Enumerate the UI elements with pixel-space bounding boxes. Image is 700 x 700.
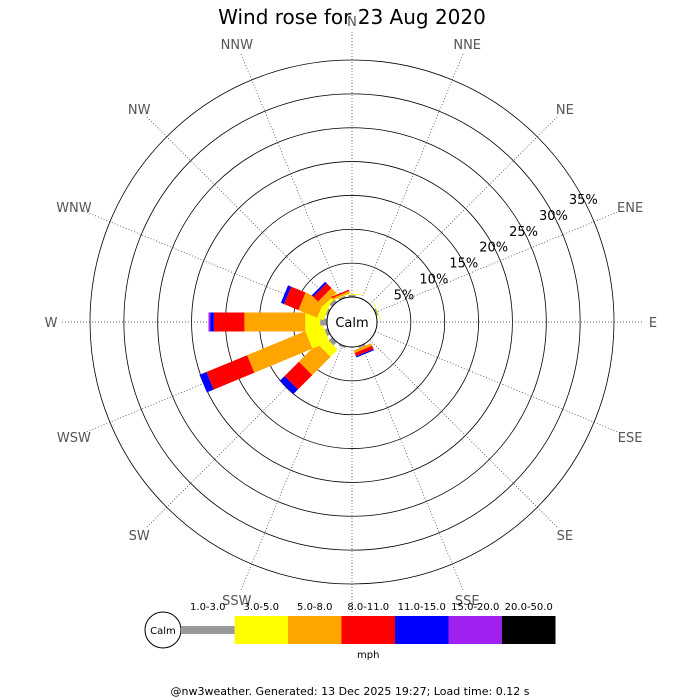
spoke-sse [361,344,465,592]
percent-label: 35% [569,193,598,208]
bar-w-15.0-20.0 [208,312,211,332]
bar-n-1.0-3.0 [348,295,356,297]
ring-30 [123,93,581,551]
direction-label-ssw: SSW [222,594,252,609]
percent-label: 25% [509,225,538,240]
footer-text: @nw3weather. Generated: 13 Dec 2025 19:2… [171,685,530,698]
bar-wsw-11.0-15.0 [199,372,214,393]
bar-nnw-3.0-5.0 [332,292,351,301]
spoke-nw [145,115,335,305]
spoke-ese [374,331,622,435]
spoke-wnw [82,209,330,313]
legend-swatch-5.0-8.0 [288,616,342,644]
bar-w-11.0-15.0 [210,312,214,332]
legend-unit: mph [357,650,379,661]
bar-wnw-1.0-3.0 [325,308,331,316]
legend-label-1.0-3.0: 1.0-3.0 [190,602,225,613]
bar-nnw-1.0-3.0 [338,295,346,301]
bar-wnw-11.0-15.0 [280,285,292,305]
legend-label-8.0-11.0: 8.0-11.0 [347,602,389,613]
percent-labels: 5% 10%15%20%25%30%35% [394,193,598,303]
legend-swatch-3.0-5.0 [234,616,288,644]
direction-label-e: E [649,316,657,331]
percent-label: 10% [419,272,448,287]
percent-label: 20% [479,241,508,256]
bar-w-5.0-8.0 [244,312,306,332]
direction-label-ene: ENE [617,201,643,216]
spoke-nnw [239,52,343,300]
spoke-wsw [82,331,330,435]
legend-label-3.0-5.0: 3.0-5.0 [244,602,279,613]
bar-ene-1.0-3.0 [373,308,379,316]
bar-w-8.0-11.0 [213,312,245,332]
bar-nw-5.0-8.0 [318,288,337,307]
direction-label-sw: SW [129,529,150,544]
legend-swatch-8.0-11.0 [341,616,395,644]
spoke-nne [361,52,465,300]
bar-nw-1.0-3.0 [329,299,337,307]
legend-swatch-20.0-50.0 [502,616,556,644]
direction-label-wnw: WNW [56,201,92,216]
spoke-ene [374,209,622,313]
bar-sw-8.0-11.0 [284,361,313,390]
legend-label-11.0-15.0: 11.0-15.0 [398,602,446,613]
bar-sse-8.0-11.0 [354,345,374,357]
direction-label-w: W [45,316,58,331]
direction-labels: NNNENEENEEESESESSESSSWSWWSWWWNWNWNNW [45,15,658,632]
spoke-ssw [239,344,343,592]
bar-wsw-1.0-3.0 [324,328,331,337]
ring-25 [157,127,547,517]
direction-label-se: SE [557,529,573,544]
bar-nnw-8.0-11.0 [331,289,350,299]
bar-nnw-5.0-8.0 [331,290,351,300]
legend-label-15.0-20.0: 15.0-20.0 [451,602,499,613]
legend-label-5.0-8.0: 5.0-8.0 [297,602,332,613]
direction-label-sse: SSE [455,594,480,609]
legend-calm-label: Calm [150,626,176,637]
spoke-ne [369,115,559,305]
legend-swatch-1.0-3.0 [181,626,235,634]
bar-nw-8.0-11.0 [313,283,332,302]
direction-label-nw: NW [128,103,151,118]
wind-bars [199,281,382,395]
speed-legend: Calm 1.0-3.0 3.0-5.0 5.0-8.0 8.0-11.0 11.0-15… [144,602,556,661]
bar-sw-11.0-15.0 [279,376,298,395]
spoke-sw [145,339,335,529]
calm-label: Calm [335,316,368,331]
bar-sse-1.0-3.0 [358,343,366,349]
direction-label-nne: NNE [453,38,481,53]
bar-w-1.0-3.0 [320,318,327,326]
percent-label: 15% [449,257,478,272]
bar-wsw-8.0-11.0 [206,355,255,390]
bar-ssw-1.0-3.0 [338,343,346,349]
legend-label-20.0-50.0: 20.0-50.0 [505,602,553,613]
direction-label-ne: NE [556,103,574,118]
calm-center: Calm [326,296,378,348]
direction-spokes [60,30,644,614]
chart-title: Wind rose for 23 Aug 2020 [218,5,486,29]
percent-label: 30% [539,209,568,224]
direction-label-n: N [347,15,357,30]
spoke-se [369,339,559,529]
calm-circle [326,296,378,348]
legend-swatch-15.0-20.0 [448,616,502,644]
bar-sse-11.0-15.0 [355,349,374,358]
direction-label-nnw: NNW [221,38,253,53]
bar-sse-5.0-8.0 [353,343,373,354]
bar-nw-11.0-15.0 [311,281,327,297]
direction-label-ese: ESE [618,431,643,446]
percent-label: 5% [394,288,415,303]
bar-ene-3.0-5.0 [373,302,382,321]
direction-label-wsw: WSW [57,431,91,446]
bar-sw-1.0-3.0 [328,337,337,346]
legend-swatch-11.0-15.0 [395,616,449,644]
bar-wsw-5.0-8.0 [247,331,313,373]
bar-sw-5.0-8.0 [298,343,331,376]
bar-wnw-8.0-11.0 [284,286,306,311]
